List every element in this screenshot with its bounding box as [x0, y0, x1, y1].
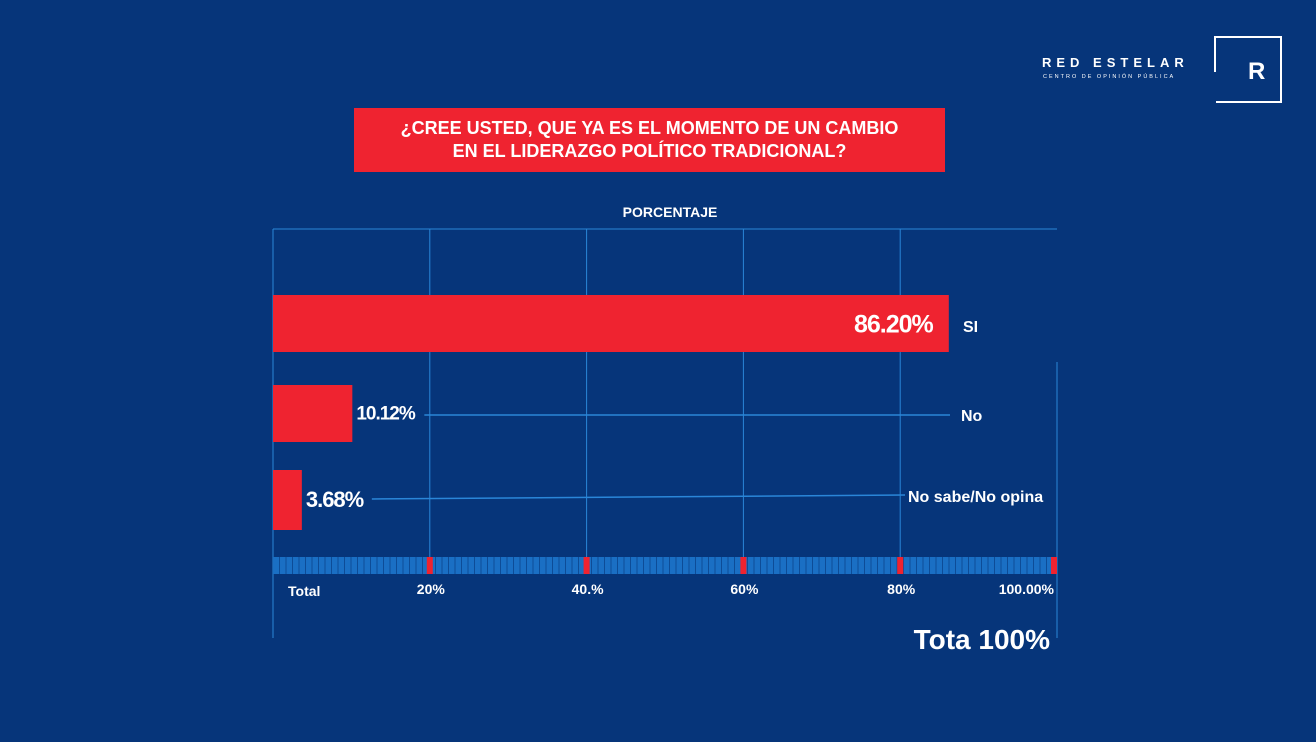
- axis-band: [273, 557, 1057, 574]
- axis-tick-marker-2: [583, 557, 590, 574]
- value-label-3: 3.68%: [306, 487, 364, 512]
- total-note: Tota 100%: [913, 624, 1050, 655]
- x-tick-label-6: 100.00%: [999, 581, 1055, 597]
- brand-tagline: CENTRO DE OPINIÓN PÚBLICA: [1043, 74, 1176, 80]
- axis-tick-marker-5: [1051, 557, 1057, 574]
- chart-title-banner: ¿CREE USTED, QUE YA ES EL MOMENTO DE UN …: [354, 108, 945, 172]
- category-label-2: No: [961, 408, 983, 425]
- category-label-1: SI: [963, 319, 978, 336]
- axis-caption: PORCENTAJE: [622, 204, 718, 220]
- category-label-3: No sabe/No opina: [908, 489, 1043, 506]
- x-tick-label-4: 60%: [730, 581, 759, 597]
- bar-3: [273, 470, 302, 530]
- leader-line-3: [371, 494, 906, 500]
- x-tick-label-1: Total: [288, 583, 320, 599]
- value-label-1: 86.20%: [854, 311, 934, 339]
- x-tick-label-3: 40.%: [572, 581, 604, 597]
- axis-tick-marker-3: [740, 557, 747, 574]
- x-tick-label-2: 20%: [417, 581, 446, 597]
- brand-logo: RED ESTELAR CENTRO DE OPINIÓN PÚBLICA R: [1040, 36, 1290, 112]
- logo-frame-icon: [1214, 36, 1282, 103]
- brand-name: RED ESTELAR: [1042, 55, 1189, 70]
- axis-tick-marker-4: [897, 557, 904, 574]
- x-tick-label-5: 80%: [887, 581, 916, 597]
- bar-2: [273, 385, 353, 442]
- logo-letter: R: [1248, 58, 1266, 85]
- axis-tick-marker-1: [426, 557, 433, 574]
- chart-title: ¿CREE USTED, QUE YA ES EL MOMENTO DE UN …: [400, 118, 899, 161]
- bar-1: [273, 295, 949, 352]
- value-label-2: 10.12%: [356, 404, 416, 425]
